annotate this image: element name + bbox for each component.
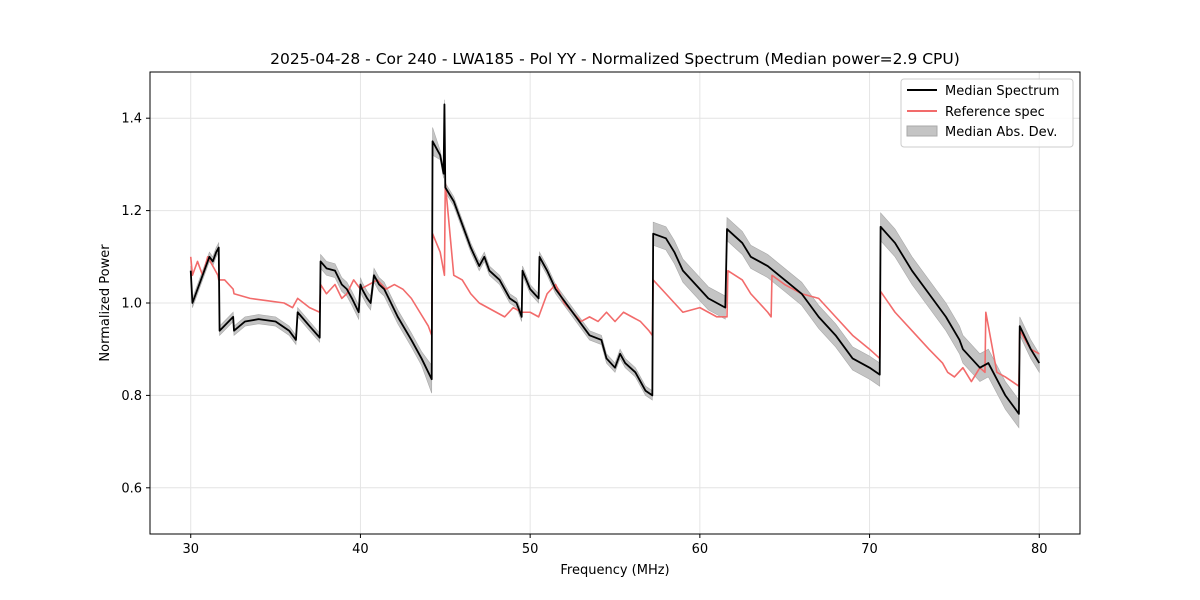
chart-title: 2025-04-28 - Cor 240 - LWA185 - Pol YY -… [270,50,960,68]
x-tick-label: 70 [861,542,878,557]
legend-mad-swatch [906,125,938,137]
series-layer [189,103,1041,415]
legend: Median Spectrum Reference spec Median Ab… [900,78,1074,148]
x-axis: 30 40 50 60 70 80 [182,534,1048,557]
y-tick-label: 1.4 [121,112,142,127]
reference-spec-line [189,182,1040,387]
x-tick-label: 50 [522,542,539,557]
y-tick-label: 1.0 [121,297,142,312]
legend-box [900,78,1074,148]
x-tick-label: 40 [352,542,369,557]
legend-mad-label: Median Abs. Dev. [945,125,1057,140]
y-tick-label: 1.2 [121,204,142,219]
y-tick-label: 0.6 [121,481,142,496]
x-tick-label: 60 [692,542,709,557]
x-tick-label: 30 [182,542,199,557]
y-tick-label: 0.8 [121,389,142,404]
x-tick-label: 80 [1031,542,1048,557]
x-axis-label: Frequency (MHz) [560,563,669,578]
median-spectrum-line [189,103,1041,415]
legend-reference-label: Reference spec [945,105,1045,120]
mad-band-layer [190,99,1040,429]
y-axis-label: Normalized Power [98,244,113,362]
legend-median-label: Median Spectrum [945,84,1059,99]
y-axis: 0.6 0.8 1.0 1.2 1.4 [121,112,150,496]
mad-band [190,99,1040,429]
